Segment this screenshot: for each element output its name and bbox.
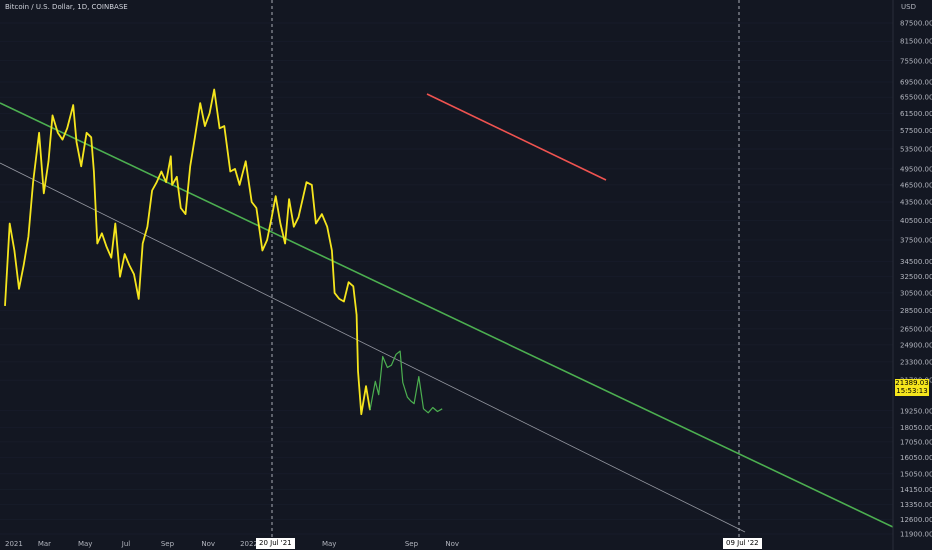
time-tick-label: May <box>322 540 336 548</box>
price-tick-label: 16050.00 <box>900 454 932 462</box>
price-tick-label: 57500.00 <box>900 127 932 135</box>
price-tick-label: 18050.00 <box>900 424 932 432</box>
price-tick-label: 75500.00 <box>900 57 932 65</box>
price-tick-label: 34500.00 <box>900 258 932 266</box>
time-tick-label: Mar <box>38 540 51 548</box>
bar-countdown: 15:53:13 <box>896 387 928 395</box>
price-line-yellow <box>4 88 371 416</box>
currency-label: USD <box>901 3 916 11</box>
time-tick-label: Sep <box>405 540 419 548</box>
time-tick-label: 2022 <box>240 540 258 548</box>
time-axis[interactable]: 2021MarMayJulSepNov2022MarMaySepNov <box>5 540 459 548</box>
gray-trendline[interactable] <box>0 162 746 533</box>
price-tick-label: 26500.00 <box>900 325 932 333</box>
price-tick-label: 40500.00 <box>900 217 932 225</box>
price-tick-label: 15050.00 <box>900 470 932 478</box>
price-tick-label: 24900.00 <box>900 341 932 349</box>
time-tick-label: Nov <box>445 540 459 548</box>
price-axis[interactable]: 87500.00 81500.00 75500.00 69500.00 65500.00… <box>900 20 932 539</box>
price-tick-label: 53500.00 <box>900 146 932 154</box>
price-tick-label: 49500.00 <box>900 165 932 173</box>
price-tick-label: 43500.00 <box>900 199 932 207</box>
time-tick-label: May <box>78 540 92 548</box>
time-tick-label: Jul <box>121 540 131 548</box>
price-tick-label: 61500.00 <box>900 110 932 118</box>
date-badge-right: 09 Jul '22 <box>723 538 762 549</box>
price-tick-label: 32500.00 <box>900 273 932 281</box>
price-tick-label: 37500.00 <box>900 237 932 245</box>
price-tick-label: 28500.00 <box>900 307 932 315</box>
price-tick-label: 87500.00 <box>900 20 932 28</box>
price-line-green <box>369 350 443 414</box>
price-tick-label: 17050.00 <box>900 438 932 446</box>
price-tick-label: 11900.00 <box>900 531 932 539</box>
current-price-badge: 21389.03 15:53:13 <box>895 379 929 396</box>
price-tick-label: 81500.00 <box>900 38 932 46</box>
price-tick-label: 13350.00 <box>900 501 932 509</box>
price-tick-label: 14150.00 <box>900 486 932 494</box>
time-tick-label: 2021 <box>5 540 23 548</box>
price-tick-label: 69500.00 <box>900 78 932 86</box>
time-tick-label: Nov <box>201 540 215 548</box>
price-tick-label: 23300.00 <box>900 358 932 366</box>
price-tick-label: 12600.00 <box>900 516 932 524</box>
green-trendline[interactable] <box>0 102 894 528</box>
price-tick-label: 30500.00 <box>900 289 932 297</box>
date-badge-left: 20 Jul '21 <box>256 538 295 549</box>
price-tick-label: 65500.00 <box>900 94 932 102</box>
red-trendline[interactable] <box>426 93 607 181</box>
current-price: 21389.03 <box>895 379 929 387</box>
time-tick-label: Sep <box>161 540 175 548</box>
price-tick-label: 19250.00 <box>900 407 932 415</box>
price-tick-label: 46500.00 <box>900 181 932 189</box>
chart-title: Bitcoin / U.S. Dollar, 1D, COINBASE <box>5 3 128 11</box>
